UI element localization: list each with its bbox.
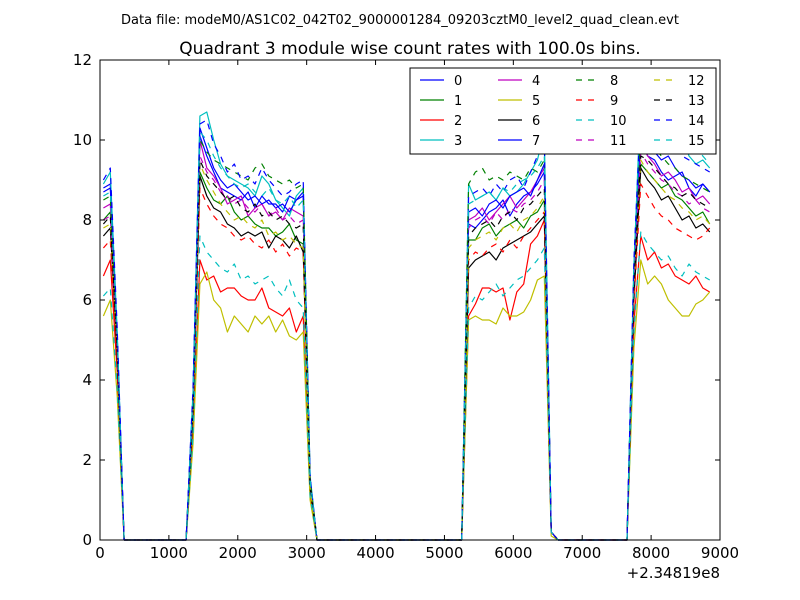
x-tick-label: 7000	[563, 544, 601, 562]
legend-label-8: 8	[610, 74, 618, 89]
x-tick-label: 0	[95, 544, 105, 562]
y-tick-label: 4	[82, 371, 92, 389]
legend-label-13: 13	[688, 94, 705, 109]
legend-label-7: 7	[532, 134, 540, 149]
x-tick-label: 1000	[150, 544, 188, 562]
legend-label-10: 10	[610, 114, 627, 129]
x-tick-label: 5000	[425, 544, 463, 562]
legend-label-15: 15	[688, 134, 705, 149]
legend-label-4: 4	[532, 74, 540, 89]
legend-label-6: 6	[532, 114, 540, 129]
chart-title: Quadrant 3 module wise count rates with …	[179, 39, 640, 59]
y-tick-label: 0	[82, 531, 92, 549]
legend-label-5: 5	[532, 94, 540, 109]
tick-layer: 0 1000 2000 3000 4000 5000 6000 7000 8000 9000 0 2 4…	[73, 51, 739, 562]
legend-box	[409, 67, 717, 155]
legend-label-14: 14	[688, 114, 705, 129]
y-tick-label: 10	[73, 131, 92, 149]
x-tick-label: 9000	[701, 544, 739, 562]
axes-frame	[99, 59, 721, 541]
x-tick-label: 4000	[356, 544, 394, 562]
legend-label-11: 11	[610, 134, 627, 149]
legend-label-1: 1	[454, 94, 462, 109]
suptitle: Data file: modeM0/AS1C02_042T02_90000012…	[121, 13, 679, 28]
y-tick-label: 6	[82, 291, 92, 309]
x-tick-label: 2000	[219, 544, 257, 562]
x-tick-label: 3000	[288, 544, 326, 562]
y-tick-label: 8	[82, 211, 92, 229]
legend-label-9: 9	[610, 94, 618, 109]
y-tick-label: 2	[82, 451, 92, 469]
x-offset-label: +2.34819e8	[627, 564, 720, 582]
legend-label-0: 0	[454, 74, 462, 89]
y-tick-label: 12	[73, 51, 92, 69]
legend-label-3: 3	[454, 134, 462, 149]
plot-area: 0 1000 2000 3000 4000 5000 6000 7000 8000 9000 0 2 4…	[73, 51, 739, 562]
legend-label-2: 2	[454, 114, 462, 129]
x-tick-label: 8000	[632, 544, 670, 562]
x-tick-label: 6000	[494, 544, 532, 562]
legend-label-12: 12	[688, 74, 705, 89]
